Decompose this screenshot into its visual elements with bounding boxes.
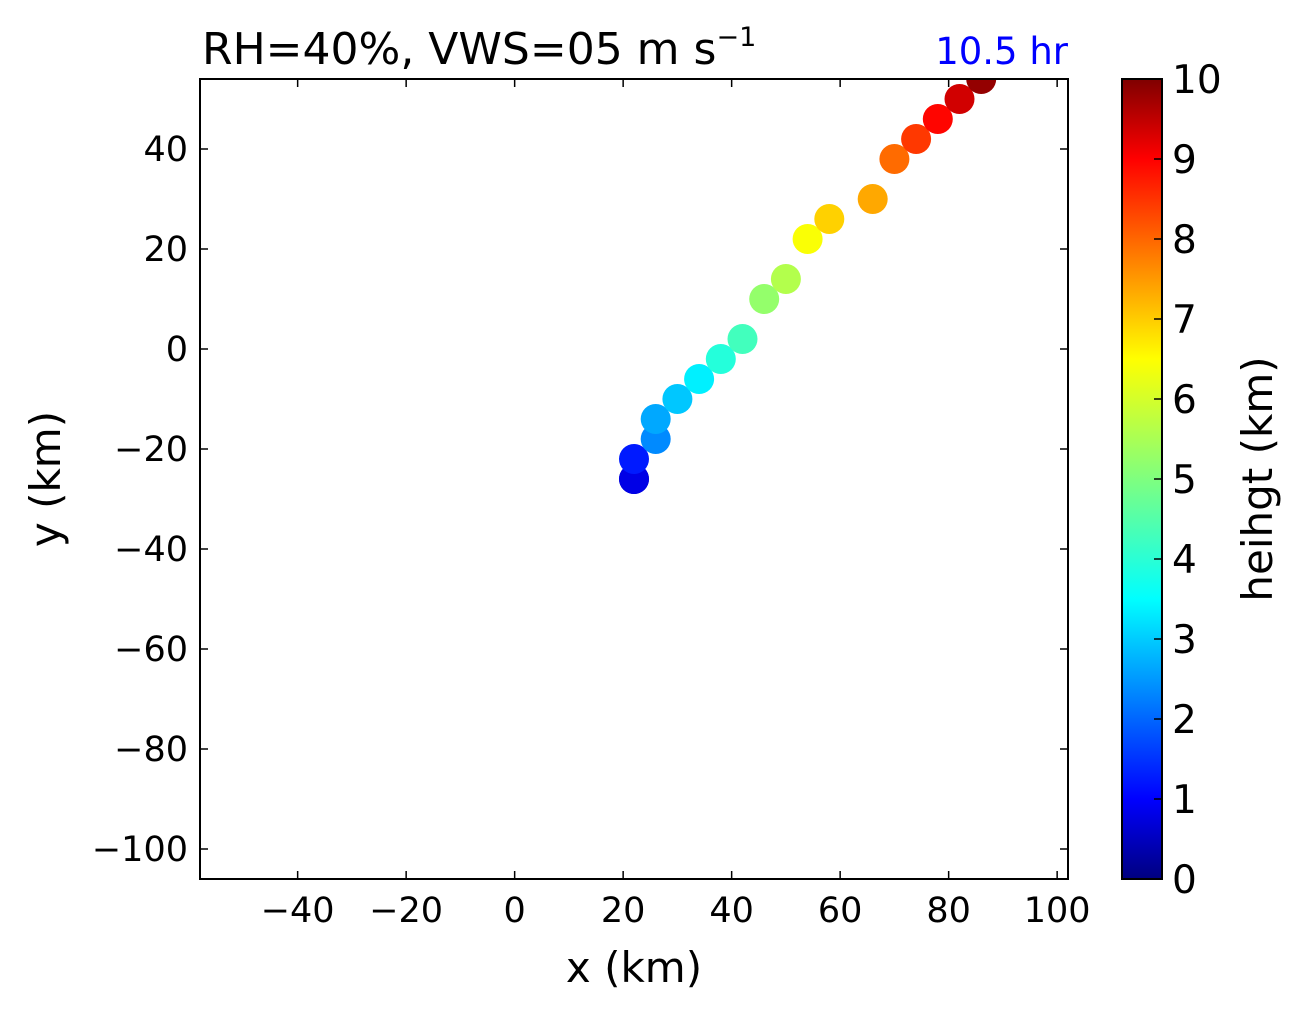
x-tick-label: 80 xyxy=(926,891,971,931)
chart-title: RH=40%, VWS=05 m s−1 xyxy=(202,22,756,75)
chart-title-superscript: −1 xyxy=(716,22,756,53)
y-tick-label: 20 xyxy=(143,230,188,270)
y-tick-label: 40 xyxy=(143,130,188,170)
colorbar-tick-label: 8 xyxy=(1172,218,1197,263)
y-tick-label: −40 xyxy=(114,530,188,570)
y-axis-label: y (km) xyxy=(21,411,70,547)
y-tick-label: −80 xyxy=(114,730,188,770)
colorbar-tick-label: 5 xyxy=(1172,458,1197,503)
colorbar-tick-label: 0 xyxy=(1172,858,1197,903)
colorbar-tick-label: 2 xyxy=(1172,698,1197,743)
x-axis-label: x (km) xyxy=(566,943,702,992)
trajectory-point xyxy=(662,384,693,414)
trajectory-point xyxy=(770,264,801,294)
plot-area xyxy=(619,79,997,494)
y-tick-label: 0 xyxy=(166,330,188,370)
trajectory-point xyxy=(684,364,715,394)
x-tick-label: 20 xyxy=(601,891,646,931)
colorbar-tick-label: 7 xyxy=(1172,298,1197,343)
time-annotation: 10.5 hr xyxy=(935,30,1069,73)
trajectory-point xyxy=(922,104,953,134)
trajectory-point xyxy=(727,324,758,354)
colorbar-axis: 0 1 2 3 4 5 6 7 8 9 10 xyxy=(1154,58,1222,903)
trajectory-point xyxy=(619,444,649,474)
x-tick-label: 100 xyxy=(1024,891,1091,931)
colorbar-tick-label: 10 xyxy=(1172,58,1222,103)
x-tick-label: 40 xyxy=(709,891,754,931)
colorbar-tick-label: 4 xyxy=(1172,538,1197,583)
trajectory-point xyxy=(901,124,932,154)
colorbar-tick-label: 3 xyxy=(1172,618,1197,663)
chart-title-main: RH=40%, VWS=05 m s xyxy=(202,24,716,75)
trajectory-point xyxy=(879,144,910,174)
colorbar-label: heihgt (km) xyxy=(1233,356,1282,601)
x-axis: −40 −20 0 20 40 60 80 100 xyxy=(261,79,1091,931)
trajectory-point xyxy=(857,184,888,214)
trajectory-point xyxy=(705,344,736,374)
colorbar-tick-label: 1 xyxy=(1172,778,1197,823)
plot-frame xyxy=(199,78,1069,880)
x-tick-label: 60 xyxy=(818,891,863,931)
trajectory-point xyxy=(944,84,975,114)
trajectory-point xyxy=(640,404,671,434)
trajectory-point xyxy=(792,224,823,254)
y-tick-label: −100 xyxy=(92,830,188,870)
y-tick-label: −60 xyxy=(114,630,188,670)
trajectory-point xyxy=(966,79,997,94)
colorbar-tick-label: 6 xyxy=(1172,378,1197,423)
colorbar-tick-label: 9 xyxy=(1172,138,1197,183)
y-axis: −100 −80 −60 −40 −20 0 20 40 xyxy=(92,130,1068,870)
trajectory-point xyxy=(749,284,780,314)
x-tick-label: −40 xyxy=(261,891,335,931)
y-tick-label: −20 xyxy=(114,430,188,470)
x-tick-label: 0 xyxy=(504,891,526,931)
trajectory-point xyxy=(814,204,845,234)
x-tick-label: −20 xyxy=(369,891,443,931)
